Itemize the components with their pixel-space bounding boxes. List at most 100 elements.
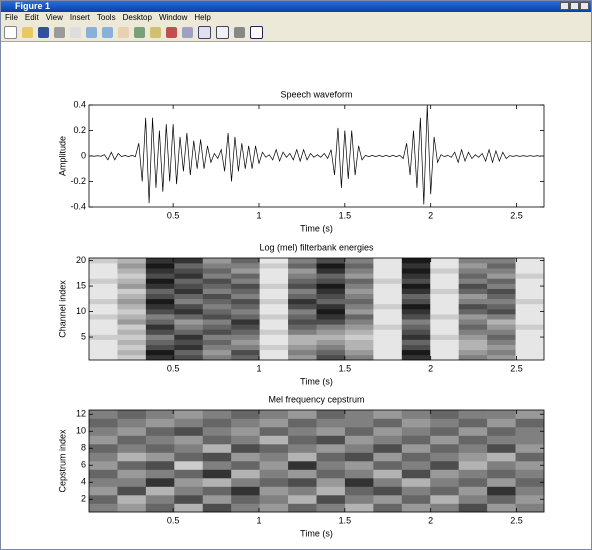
heatmap-cell — [373, 435, 403, 445]
minimize[interactable] — [560, 2, 569, 10]
menu-item[interactable]: Desktop — [122, 13, 152, 22]
print-icon[interactable] — [54, 27, 65, 38]
new-icon[interactable] — [4, 26, 17, 39]
heatmap-cell — [401, 469, 431, 479]
heatmap-cell — [344, 303, 374, 310]
hide-icon[interactable] — [234, 27, 245, 38]
heatmap-cell — [202, 334, 232, 340]
heatmap-cell — [145, 268, 175, 274]
heatmap-cell — [89, 319, 118, 325]
heatmap-cell — [202, 461, 232, 470]
heatmap-cell — [231, 273, 260, 279]
open-icon[interactable] — [22, 27, 33, 38]
heatmap-cell — [231, 334, 260, 340]
heatmap-cell — [430, 324, 459, 330]
menu-item[interactable]: View — [45, 13, 63, 22]
menu-item[interactable]: Insert — [69, 13, 90, 22]
heatmap-cell — [145, 486, 175, 496]
heatmap-cell — [316, 354, 346, 361]
heatmap-cell — [288, 495, 317, 504]
heatmap-cell — [515, 469, 545, 479]
heatmap-cell — [117, 268, 147, 274]
heatmap-cell — [401, 283, 431, 289]
heatmap-cell — [89, 339, 118, 345]
heatmap-cell — [145, 319, 175, 325]
heatmap-cell — [89, 273, 118, 279]
heatmap-cell — [344, 314, 374, 320]
heatmap-cell — [373, 495, 403, 504]
heatmap-cell — [202, 288, 232, 294]
heatmap-cell — [487, 410, 516, 419]
heatmap-cell — [259, 263, 289, 269]
heatmap-cell — [202, 452, 232, 462]
heatmap-cell — [89, 344, 118, 351]
menu-item[interactable]: Edit — [24, 13, 39, 22]
heatmap-cell — [174, 319, 204, 325]
maximize[interactable] — [570, 2, 579, 10]
heatmap-cell — [117, 258, 147, 264]
heatmap-cell — [316, 319, 346, 325]
heatmap-cell — [515, 461, 545, 470]
x-tick-label: 1.5 — [339, 515, 352, 525]
rotate-icon[interactable] — [134, 27, 145, 38]
colorbar-icon[interactable] — [198, 26, 211, 39]
zoom-in-icon[interactable] — [86, 27, 97, 38]
heatmap-cell — [316, 452, 346, 462]
heatmap-cell — [174, 410, 204, 419]
heatmap-cell — [89, 452, 118, 462]
heatmap-cell — [316, 268, 346, 274]
heatmap-cell — [117, 273, 147, 279]
heatmap-cell — [344, 324, 374, 330]
datacursor-icon[interactable] — [150, 27, 161, 38]
heatmap-cell — [344, 469, 374, 479]
heatmap-cell — [174, 273, 204, 279]
heatmap-cell — [202, 444, 232, 453]
heatmap-cell — [89, 324, 118, 330]
heatmap-cell — [117, 461, 147, 470]
menu-item[interactable]: File — [5, 13, 18, 22]
heatmap-cell — [401, 486, 431, 496]
heatmap-cell — [259, 293, 289, 300]
link-icon[interactable] — [182, 27, 193, 38]
menu-item[interactable]: Help — [194, 13, 211, 22]
heatmap-cell — [316, 486, 346, 496]
zoom-out-icon[interactable] — [102, 27, 113, 38]
heatmap-cell — [288, 324, 317, 330]
heatmap-cell — [288, 418, 317, 428]
heatmap-cell — [401, 268, 431, 274]
x-tick-label: 2.5 — [510, 210, 523, 220]
heatmap-cell — [515, 283, 545, 289]
heatmap-cell — [259, 329, 289, 335]
heatmap-cell — [515, 268, 545, 274]
heatmap-cell — [89, 309, 118, 315]
menu-item[interactable]: Tools — [96, 13, 116, 22]
y-tick-label: 0.2 — [73, 125, 86, 135]
heatmap-cell — [202, 273, 232, 279]
heatmap-cell — [231, 495, 260, 504]
heatmap-cell — [430, 283, 459, 289]
legend-icon[interactable] — [216, 26, 229, 39]
heatmap-cell — [373, 339, 403, 345]
heatmap-cell — [288, 427, 317, 436]
heatmap-cell — [117, 329, 147, 335]
heatmap-cell — [174, 349, 204, 356]
save-icon[interactable] — [38, 27, 49, 38]
heatmap-cell — [373, 324, 403, 330]
heatmap-cell — [373, 461, 403, 470]
heatmap-cell — [401, 444, 431, 453]
close[interactable] — [580, 2, 589, 10]
heatmap-cell — [373, 444, 403, 453]
heatmap-cell — [401, 293, 431, 300]
brush-icon[interactable] — [166, 27, 177, 38]
menu-item[interactable]: Window — [158, 13, 188, 22]
pan-icon[interactable] — [118, 27, 129, 38]
heatmap-cell — [344, 263, 374, 269]
heatmap-cell — [89, 314, 118, 320]
heatmap-cell — [259, 503, 289, 513]
show-icon[interactable] — [250, 26, 263, 39]
heatmap-cell — [145, 298, 175, 305]
heatmap-cell — [515, 349, 545, 356]
heatmap-cell — [401, 495, 431, 504]
pointer-icon[interactable] — [70, 27, 81, 38]
